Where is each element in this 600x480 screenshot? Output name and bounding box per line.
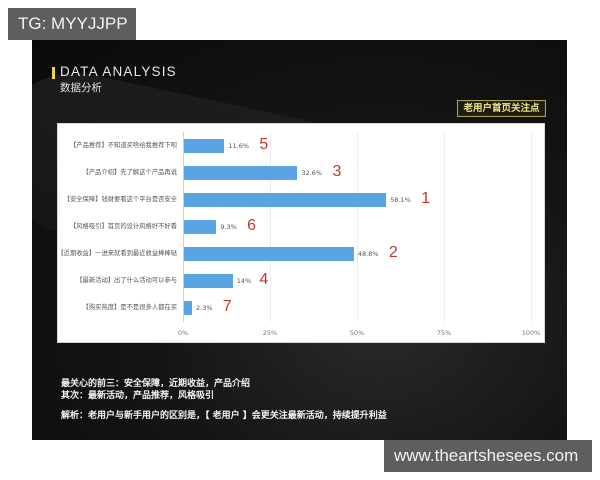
- chart-panel: 0% 25% 50% 75% 100% 【产品推荐】不知道买啥给我推荐下呗 11.6% 5 【产…: [57, 123, 545, 343]
- summary-analysis: 解析：老用户与新手用户的区别是，【 老用户 】会更关注最新活动，持续提升利益: [61, 411, 387, 421]
- x-tick-label: 50%: [349, 329, 365, 337]
- bar-value-label: 14%: [236, 277, 252, 286]
- bar-row: 【购买热度】是不是很多人都在买 2.3% 7: [83, 298, 531, 316]
- summary-top-three: 最关心的前三：安全保障，近期收益，产品介绍: [61, 379, 251, 389]
- rank-number: 4: [259, 271, 269, 289]
- rank-number: 1: [421, 189, 431, 207]
- bar-value-label: 9.3%: [220, 223, 237, 231]
- title-chinese: 数据分析: [60, 82, 102, 94]
- bar-row: 【风格吸引】首页的设计风格好不好看 9.3% 6: [70, 217, 531, 234]
- bar: [184, 247, 354, 262]
- chart-title-badge: 老用户首页关注点: [457, 100, 546, 117]
- bar-row: 【产品推荐】不知道买啥给我推荐下呗 11.6% 5: [70, 135, 531, 153]
- gridline: [444, 132, 445, 322]
- slide: DATA ANALYSIS 数据分析 老用户首页关注点 0% 25% 50% 75% 1…: [32, 40, 567, 440]
- x-tick-label: 100%: [521, 329, 541, 337]
- category-label: 【产品推荐】不知道买啥给我推荐下呗: [69, 141, 177, 149]
- title-accent-bar: [52, 67, 55, 79]
- bar: [184, 192, 387, 207]
- bar-value-label: 58.1%: [390, 195, 411, 204]
- x-tick-label: 0%: [177, 329, 189, 337]
- summary-secondary: 其次：最新活动，产品推荐，风格吸引: [61, 391, 215, 401]
- bar-value-label: 2.3%: [196, 304, 213, 313]
- watermark-top: TG: MYYJJPP: [8, 8, 136, 40]
- category-label: 【产品介绍】先了解这个产品再说: [82, 168, 177, 176]
- category-label: 【近期收益】一进来就看到最近收益棒棒哒: [57, 250, 177, 258]
- title-english: DATA ANALYSIS: [60, 64, 177, 79]
- y-axis: [183, 132, 184, 322]
- category-label: 【风格吸引】首页的设计风格好不好看: [69, 223, 177, 230]
- gridline: [531, 132, 532, 322]
- category-label: 【购买热度】是不是很多人都在买: [82, 304, 177, 312]
- gridline: [357, 132, 358, 322]
- bar: [184, 220, 217, 234]
- bar: [184, 301, 192, 316]
- rank-number: 3: [332, 162, 342, 180]
- bar-value-label: 48.8%: [357, 250, 379, 259]
- rank-number: 7: [222, 298, 232, 316]
- x-tick-label: 75%: [436, 329, 452, 337]
- bar: [184, 138, 225, 153]
- bar-row: 【最新活动】出了什么活动可以参与 14% 4: [76, 271, 531, 289]
- watermark-bottom: www.theartshesees.com: [384, 440, 592, 472]
- category-label: 【安全保障】钱财要看这个平台是否安全: [63, 195, 177, 203]
- bar-row: 【产品介绍】先了解这个产品再说 32.6% 3: [83, 162, 531, 180]
- category-label: 【最新活动】出了什么活动可以参与: [76, 277, 177, 285]
- bar-value-label: 11.6%: [228, 141, 250, 150]
- bar: [184, 274, 233, 289]
- x-tick-label: 25%: [262, 329, 278, 337]
- gridline: [270, 132, 271, 322]
- bar-row: 【安全保障】钱财要看这个平台是否安全 58.1% 1: [64, 189, 531, 207]
- plot-area: 0% 25% 50% 75% 100% 【产品推荐】不知道买啥给我推荐下呗 11.6% 5 【产…: [57, 132, 540, 337]
- rank-number: 5: [259, 135, 269, 153]
- bar: [184, 165, 298, 180]
- rank-number: 6: [247, 217, 257, 234]
- rank-number: 2: [388, 244, 398, 262]
- bar-row: 【近期收益】一进来就看到最近收益棒棒哒 48.8% 2: [57, 244, 531, 262]
- bar-value-label: 32.6%: [301, 168, 323, 177]
